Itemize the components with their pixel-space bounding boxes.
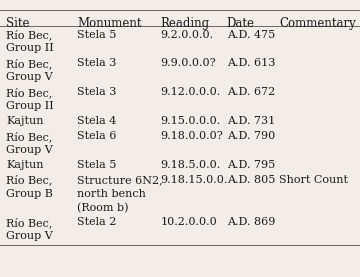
Text: north bench: north bench bbox=[77, 189, 146, 199]
Text: Monument: Monument bbox=[77, 17, 142, 30]
Text: A.D. 731: A.D. 731 bbox=[227, 116, 275, 126]
Text: 9.12.0.0.0.: 9.12.0.0.0. bbox=[160, 87, 220, 97]
Text: 9.15.0.0.0.: 9.15.0.0.0. bbox=[160, 116, 220, 126]
Text: A.D. 795: A.D. 795 bbox=[227, 160, 275, 170]
Text: Group B: Group B bbox=[6, 189, 53, 199]
Text: Group II: Group II bbox=[6, 43, 54, 53]
Text: Site: Site bbox=[6, 17, 30, 30]
Text: Stela 4: Stela 4 bbox=[77, 116, 117, 126]
Text: Kajtun: Kajtun bbox=[6, 116, 44, 126]
Text: Date: Date bbox=[227, 17, 255, 30]
Text: Río Bec,: Río Bec, bbox=[6, 30, 53, 40]
Text: Stela 5: Stela 5 bbox=[77, 30, 117, 40]
Text: 9.18.5.0.0.: 9.18.5.0.0. bbox=[160, 160, 220, 170]
Text: Stela 3: Stela 3 bbox=[77, 87, 117, 97]
Text: 10.2.0.0.0: 10.2.0.0.0 bbox=[160, 217, 217, 227]
Text: Río Bec,: Río Bec, bbox=[6, 131, 53, 142]
Text: Río Bec,: Río Bec, bbox=[6, 58, 53, 69]
Text: Stela 2: Stela 2 bbox=[77, 217, 117, 227]
Text: Stela 6: Stela 6 bbox=[77, 131, 117, 141]
Text: Group V: Group V bbox=[6, 231, 53, 241]
Text: Río Bec,: Río Bec, bbox=[6, 87, 53, 98]
Text: Río Bec,: Río Bec, bbox=[6, 175, 53, 186]
Text: 9.2.0.0.0.: 9.2.0.0.0. bbox=[160, 30, 213, 40]
Text: Short Count: Short Count bbox=[279, 175, 348, 185]
Text: Structure 6N2,: Structure 6N2, bbox=[77, 175, 163, 185]
Text: Reading: Reading bbox=[160, 17, 209, 30]
Text: A.D. 672: A.D. 672 bbox=[227, 87, 275, 97]
Text: Kajtun: Kajtun bbox=[6, 160, 44, 170]
Text: Commentary: Commentary bbox=[279, 17, 356, 30]
Text: Group V: Group V bbox=[6, 72, 53, 82]
Text: Stela 3: Stela 3 bbox=[77, 58, 117, 68]
Text: Group V: Group V bbox=[6, 145, 53, 155]
Text: 9.9.0.0.0?: 9.9.0.0.0? bbox=[160, 58, 216, 68]
Text: 9.18.15.0.0.: 9.18.15.0.0. bbox=[160, 175, 228, 185]
Text: A.D. 475: A.D. 475 bbox=[227, 30, 275, 40]
Text: Río Bec,: Río Bec, bbox=[6, 217, 53, 228]
Text: Stela 5: Stela 5 bbox=[77, 160, 117, 170]
Text: 9.18.0.0.0?: 9.18.0.0.0? bbox=[160, 131, 223, 141]
Text: A.D. 869: A.D. 869 bbox=[227, 217, 275, 227]
Text: A.D. 790: A.D. 790 bbox=[227, 131, 275, 141]
Text: (Room b): (Room b) bbox=[77, 202, 129, 213]
Text: Group II: Group II bbox=[6, 101, 54, 111]
Text: A.D. 805: A.D. 805 bbox=[227, 175, 275, 185]
Text: A.D. 613: A.D. 613 bbox=[227, 58, 275, 68]
